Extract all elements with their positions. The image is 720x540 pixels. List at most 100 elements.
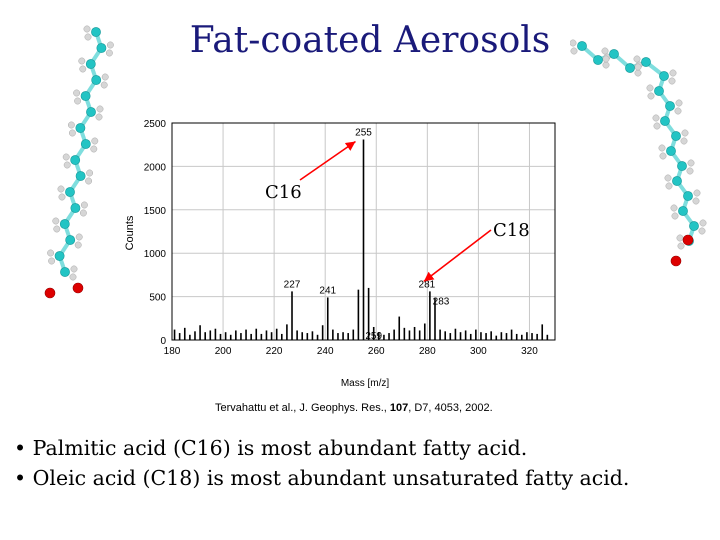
hydrogen-atom	[671, 212, 679, 220]
hydrogen-atom	[74, 97, 82, 105]
hydrogen-atom	[646, 84, 654, 92]
carbon-atom	[80, 91, 91, 101]
hydrogen-atom	[664, 174, 672, 182]
carbon-atom	[54, 251, 65, 261]
hydrogen-atom	[70, 265, 78, 273]
hydrogen-atom	[665, 182, 673, 190]
hydrogen-atom	[634, 63, 642, 71]
annotation-arrow	[299, 140, 356, 181]
x-tick-label: 200	[215, 346, 232, 357]
hydrogen-atom	[53, 225, 61, 233]
hydrogen-atom	[105, 49, 113, 57]
annotation-label: C18	[493, 220, 530, 241]
hydrogen-atom	[633, 55, 641, 63]
y-axis-label: Counts	[124, 215, 136, 250]
y-tick-label: 500	[149, 293, 166, 304]
hydrogen-atom	[47, 249, 55, 257]
y-tick-label: 0	[160, 336, 166, 347]
carbon-atom	[665, 101, 675, 111]
peak-label: 281	[419, 279, 436, 290]
fatty-acid-chain-left-icon	[44, 25, 114, 299]
carbon-atom	[91, 27, 101, 37]
carbon-atom	[625, 63, 635, 73]
hydrogen-atom	[68, 129, 76, 137]
hydrogen-atom	[83, 25, 91, 33]
carbon-atom	[659, 71, 669, 81]
hydrogen-atom	[692, 197, 700, 205]
bullet-item-oleic: • Oleic acid (C18) is most abundant unsa…	[14, 466, 630, 490]
hydrogen-atom	[699, 219, 707, 227]
hydrogen-atom	[677, 242, 685, 250]
citation-details: , D7, 4053, 2002.	[408, 402, 493, 414]
hydrogen-atom	[652, 114, 660, 122]
hydrogen-atom	[601, 47, 609, 55]
carbon-atom	[59, 219, 70, 229]
hydrogen-atom	[85, 177, 93, 185]
x-tick-label: 320	[521, 346, 538, 357]
hydrogen-atom	[602, 61, 610, 69]
hydrogen-atom	[670, 204, 678, 212]
fatty-acid-chain-right-icon	[570, 39, 707, 267]
carbon-atom	[75, 123, 86, 133]
hydrogen-atom	[674, 107, 682, 115]
annotation-label: C16	[265, 182, 302, 203]
hydrogen-atom	[698, 227, 706, 235]
carbon-atom	[80, 139, 91, 149]
chart-bars	[173, 139, 549, 340]
carbon-atom	[609, 49, 619, 59]
x-axis-label: Mass [m/z]	[341, 378, 390, 389]
peak-labels: 255 227 241 259 281 283	[284, 127, 450, 341]
oxygen-atom	[670, 255, 682, 267]
carbon-atom	[70, 155, 81, 165]
carbon-atom	[683, 191, 693, 201]
hydrogen-atom	[106, 41, 114, 49]
hydrogen-atom	[634, 69, 642, 77]
bullet-item-palmitic: • Palmitic acid (C16) is most abundant f…	[14, 436, 528, 460]
carbon-atom	[689, 221, 699, 231]
hydrogen-atom	[63, 161, 71, 169]
x-tick-label: 260	[368, 346, 385, 357]
hydrogen-atom	[687, 159, 695, 167]
hydrogen-atom	[48, 257, 56, 265]
mass-spectrum-chart: 0 500 1000 1500 2000 2500 180 200 220 240 260 280 3…	[124, 119, 556, 389]
bullet-list: • Palmitic acid (C16) is most abundant f…	[14, 433, 714, 493]
hydrogen-atom	[80, 201, 88, 209]
carbon-atom	[672, 176, 682, 186]
y-tick-label: 1500	[144, 206, 167, 217]
hydrogen-atom	[75, 233, 83, 241]
carbon-atom	[65, 187, 75, 197]
hydrogen-atom	[58, 193, 66, 201]
hydrogen-atom	[570, 39, 577, 47]
hydrogen-atom	[680, 137, 688, 145]
hydrogen-atom	[658, 144, 666, 152]
hydrogen-atom	[79, 65, 87, 73]
x-tick-labels: 180 200 220 240 260 280 300 320	[164, 346, 539, 357]
hydrogen-atom	[67, 121, 75, 129]
hydrogen-atom	[69, 273, 77, 281]
hydrogen-atom	[62, 153, 70, 161]
hydrogen-atom	[681, 129, 689, 137]
hydrogen-atom	[659, 152, 667, 160]
x-tick-label: 240	[317, 346, 334, 357]
peak-label: 227	[284, 279, 301, 290]
x-tick-label: 180	[164, 346, 181, 357]
carbon-atom	[577, 41, 587, 51]
hydrogen-atom	[676, 234, 684, 242]
hydrogen-atom	[669, 69, 677, 77]
hydrogen-atom	[686, 167, 694, 175]
plot-frame	[171, 122, 556, 341]
hydrogen-atom	[100, 81, 108, 89]
carbon-atom	[660, 116, 670, 126]
hydrogen-atom	[78, 57, 86, 65]
hydrogen-atom	[91, 137, 99, 145]
carbon-atom	[666, 146, 676, 156]
carbon-atom	[75, 171, 86, 181]
carbon-atom	[65, 235, 76, 245]
carbon-atom	[70, 203, 81, 213]
carbon-atom	[60, 267, 70, 277]
x-tick-label: 280	[419, 346, 436, 357]
carbon-atom	[96, 43, 107, 53]
hydrogen-atom	[675, 99, 683, 107]
carbon-atom	[91, 75, 102, 85]
hydrogen-atom	[668, 77, 676, 85]
